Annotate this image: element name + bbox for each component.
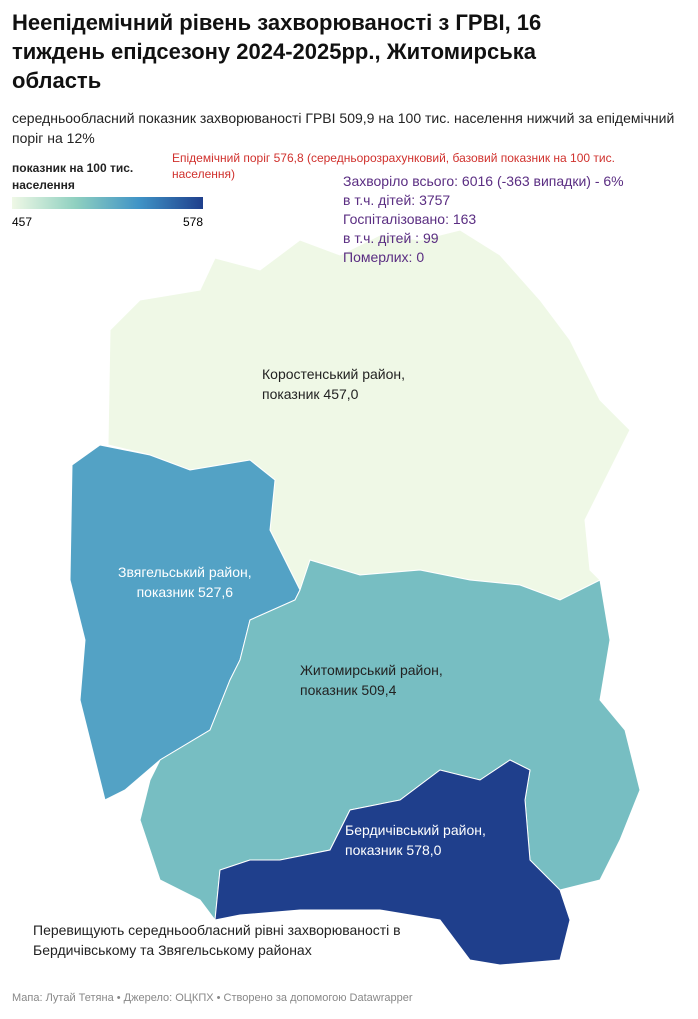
region-value: показник 457,0 xyxy=(262,386,359,402)
region-value: показник 527,6 xyxy=(136,584,234,600)
stat: Захворіло всього: 6016 (-363 випадки) - … xyxy=(343,173,624,189)
region-value: показник 578,0 xyxy=(345,842,442,858)
note: Перевищують середньообласний рівні захво… xyxy=(33,922,401,958)
legend-title: показник на 100 тис. населення xyxy=(12,161,134,192)
legend-bar xyxy=(12,197,203,209)
legend-max: 578 xyxy=(183,215,203,229)
stat: в т.ч. дітей: 3757 xyxy=(343,192,451,208)
title: Неепідемічний рівень захворюваності з ГР… xyxy=(12,10,542,93)
stats: Захворіло всього: 6016 (-363 випадки) - … xyxy=(343,172,624,267)
region-label: Звягельський район, показник 527,6 xyxy=(118,562,252,602)
region-name: Звягельський район, xyxy=(118,564,252,580)
region-label: Коростенський район, показник 457,0 xyxy=(262,364,405,404)
region-name: Житомирський район, xyxy=(300,662,443,678)
stat: Госпіталізовано: 163 xyxy=(343,211,477,227)
footer: Мапа: Лутай Тетяна • Джерело: ОЦКПХ • Ст… xyxy=(12,992,413,1004)
subtitle: середньообласний показник захворюваності… xyxy=(12,110,675,146)
region-label: Бердичівський район, показник 578,0 xyxy=(345,820,486,860)
region-label: Житомирський район, показник 509,4 xyxy=(300,660,443,700)
stat: Померлих: 0 xyxy=(343,249,425,265)
legend-min: 457 xyxy=(12,215,32,229)
region-value: показник 509,4 xyxy=(300,682,397,698)
stat: в т.ч. дітей : 99 xyxy=(343,230,439,246)
threshold-note: Епідемічний поріг 576,8 (середньорозраху… xyxy=(172,151,615,181)
region-name: Бердичівський район, xyxy=(345,822,486,838)
region xyxy=(214,759,571,966)
region-name: Коростенський район, xyxy=(262,366,406,382)
